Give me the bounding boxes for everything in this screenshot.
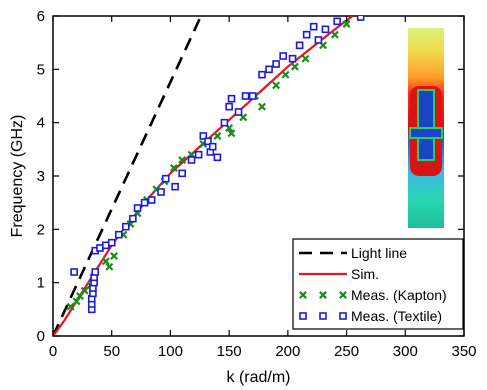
- kapton-point: [101, 257, 110, 266]
- textile-point: [295, 41, 304, 50]
- x-tick-label: 250: [334, 343, 359, 360]
- textile-point: [122, 222, 130, 231]
- textile-point: [333, 17, 341, 26]
- textile-point: [91, 268, 100, 276]
- kapton-point: [213, 132, 222, 140]
- y-tick-label: 1: [37, 275, 45, 292]
- y-axis-label: Frequency (GHz): [9, 115, 26, 238]
- kapton-point: [299, 291, 307, 299]
- textile-point: [140, 198, 149, 207]
- textile-point: [248, 92, 257, 100]
- x-tick-label: 0: [49, 343, 57, 360]
- textile-point: [288, 54, 297, 63]
- textile-point: [227, 94, 236, 103]
- textile-point: [129, 214, 137, 223]
- y-tick-label: 6: [37, 8, 45, 25]
- kapton-point: [272, 81, 281, 90]
- textile-point: [178, 169, 186, 178]
- textile-point: [187, 156, 196, 164]
- legend-entry-label: Meas. (Kapton): [351, 287, 447, 303]
- textile-point: [208, 142, 217, 151]
- x-tick-label: 50: [103, 343, 120, 360]
- textile-point: [339, 312, 347, 320]
- y-tick-label: 3: [37, 168, 45, 185]
- textile-point: [265, 65, 273, 74]
- legend-entry-label: Light line: [351, 245, 407, 261]
- x-tick-label: 300: [393, 343, 418, 360]
- textile-point: [302, 30, 311, 39]
- kapton-point: [301, 54, 310, 63]
- kapton-point: [258, 102, 267, 111]
- kapton-point: [342, 20, 351, 28]
- textile-point: [194, 150, 203, 159]
- y-tick-label: 4: [37, 115, 45, 132]
- textile-point: [161, 174, 170, 183]
- textile-point: [114, 230, 123, 239]
- y-tick-label: 5: [37, 61, 45, 78]
- x-tick-label: 350: [451, 343, 476, 360]
- kapton-point: [319, 291, 327, 299]
- textile-point: [321, 25, 330, 34]
- textile-point: [220, 118, 229, 127]
- kapton-point: [178, 156, 187, 164]
- y-tick-label: 0: [37, 328, 45, 345]
- kapton-point: [66, 302, 75, 311]
- textile-point: [314, 36, 323, 44]
- kapton-point: [169, 164, 178, 172]
- legend-entry-label: Sim.: [351, 266, 379, 282]
- textile-point: [272, 60, 280, 68]
- kapton-point: [80, 286, 89, 295]
- y-tick-label: 2: [37, 221, 45, 238]
- textile-point: [70, 268, 78, 276]
- textile-point: [171, 182, 179, 191]
- textile-point: [213, 153, 222, 162]
- kapton-point: [110, 252, 119, 260]
- series-layer: [53, 16, 365, 336]
- kapton-point: [105, 262, 114, 271]
- textile-point: [147, 196, 156, 204]
- textile-point: [199, 132, 208, 140]
- textile-point: [225, 102, 233, 111]
- textile-point: [157, 188, 165, 196]
- kapton-point: [72, 297, 81, 306]
- textile-point: [309, 22, 318, 31]
- textile-point: [319, 312, 327, 320]
- textile-point: [133, 204, 142, 212]
- textile-point: [241, 92, 250, 100]
- textile-point: [234, 108, 243, 116]
- legend: Light line Sim. Meas. (Kapton) Meas. (Texti…: [292, 238, 464, 330]
- textile-point: [258, 70, 266, 79]
- textile-point: [107, 238, 116, 247]
- field-inset-image: [408, 28, 444, 228]
- light-line-series: [53, 16, 203, 336]
- kapton-point: [281, 70, 290, 79]
- inset-element-body: [417, 89, 435, 161]
- textile-point: [279, 52, 287, 60]
- x-tick-label: 100: [158, 343, 183, 360]
- textile-point: [356, 16, 365, 21]
- legend-entry-label: Meas. (Textile): [351, 308, 442, 324]
- x-tick-label: 150: [217, 343, 242, 360]
- x-axis-label: k (rad/m): [227, 369, 291, 386]
- kapton-point: [227, 129, 236, 138]
- kapton-point: [339, 291, 347, 299]
- x-tick-label: 200: [275, 343, 300, 360]
- textile-point: [204, 137, 212, 146]
- inset-element-crossbar: [409, 127, 443, 139]
- axes-layer: 0 50 100 150 200 250 300 350 0 1 2 3 4 5 6: [37, 8, 477, 360]
- textile-point: [299, 312, 307, 320]
- kapton-point: [290, 62, 299, 71]
- kapton-point: [330, 30, 339, 39]
